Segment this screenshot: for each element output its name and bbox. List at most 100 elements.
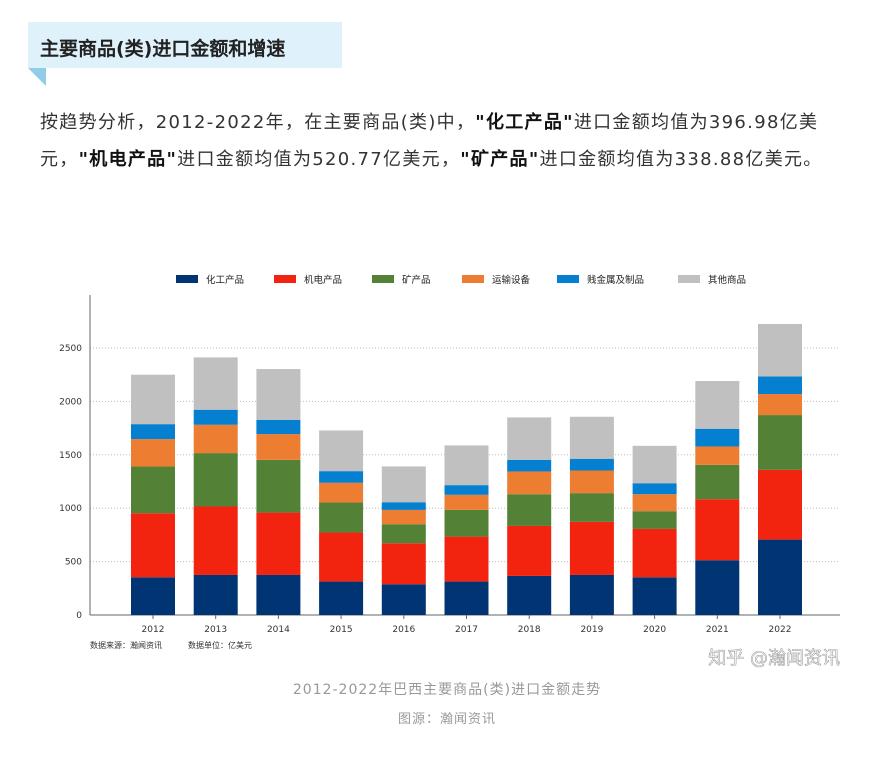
- bar-segment: [193, 424, 238, 454]
- bar-segment: [193, 574, 238, 615]
- bar-segment: [632, 511, 677, 529]
- bar-segment: [758, 469, 802, 540]
- bar-segment: [507, 525, 552, 576]
- legend-swatch: [372, 275, 394, 283]
- bar-segment: [193, 409, 238, 425]
- legend-label: 化工产品: [206, 274, 244, 286]
- bar-segment: [507, 417, 552, 460]
- bar-segment: [444, 509, 489, 537]
- bar-segment: [695, 499, 740, 561]
- bar-segment: [758, 415, 802, 470]
- keyword: "机电产品": [78, 149, 178, 170]
- bar-segment: [193, 357, 238, 410]
- y-tick-label: 500: [65, 558, 82, 568]
- bar-segment: [131, 424, 175, 440]
- x-tick-label: 2018: [518, 625, 541, 635]
- bar-segment: [695, 464, 740, 500]
- bar-segment: [695, 446, 740, 465]
- chart-caption: 2012-2022年巴西主要商品(类)进口金额走势: [292, 682, 602, 698]
- bar-segment: [381, 584, 426, 615]
- bar-segment: [569, 416, 614, 459]
- text: 进口金额均值为338.88亿美元。: [539, 149, 823, 170]
- bar-segment: [444, 485, 489, 495]
- image-credit: 图源：瀚闻资讯: [397, 712, 496, 727]
- bar-segment: [256, 512, 301, 575]
- bar-segment: [444, 581, 489, 615]
- bar-segment: [381, 466, 426, 503]
- legend-label: 矿产品: [402, 274, 431, 286]
- bar-segment: [381, 543, 426, 585]
- legend-swatch: [557, 275, 579, 283]
- bar-segment: [256, 434, 301, 460]
- text: 按趋势分析，2012-2022年，在主要商品(类)中，: [40, 112, 476, 133]
- bar-segment: [632, 528, 677, 578]
- x-tick-label: 2021: [706, 625, 729, 635]
- bar-segment: [131, 374, 175, 425]
- bar-segment: [381, 509, 426, 525]
- x-tick-label: 2013: [204, 625, 227, 635]
- y-tick-label: 2000: [59, 397, 82, 407]
- bar-segment: [507, 494, 552, 526]
- keyword: "化工产品": [475, 112, 574, 133]
- legend-label: 其他商品: [708, 274, 746, 286]
- y-tick-label: 1500: [59, 451, 82, 461]
- bar-segment: [193, 453, 238, 507]
- bar-segment: [507, 459, 552, 472]
- x-tick-label: 2012: [142, 625, 165, 635]
- bar-segment: [131, 466, 175, 514]
- heading-box: [28, 22, 342, 68]
- bar-segment: [131, 513, 175, 578]
- legend-label: 运输设备: [492, 274, 531, 286]
- bar-segment: [758, 376, 802, 395]
- bar-segment: [632, 483, 677, 495]
- bar-segment: [256, 574, 301, 615]
- bar-segment: [507, 575, 552, 615]
- bar-segment: [569, 458, 614, 471]
- bar-segment: [381, 502, 426, 510]
- bar-segment: [319, 502, 364, 533]
- bar-segment: [381, 524, 426, 544]
- bar-segment: [319, 581, 364, 615]
- bar-segment: [695, 428, 740, 447]
- x-tick-label: 2015: [330, 625, 353, 635]
- bar-segment: [193, 506, 238, 575]
- heading-decoration: [28, 68, 46, 86]
- y-tick-label: 0: [76, 611, 82, 621]
- bar-segment: [319, 471, 364, 483]
- bar-segment: [131, 577, 175, 615]
- bar-segment: [319, 430, 364, 472]
- y-tick-label: 1000: [59, 504, 82, 514]
- bar-segment: [444, 494, 489, 510]
- text: 进口金额均值为520.77亿美元，: [177, 149, 461, 170]
- legend-swatch: [176, 275, 198, 283]
- x-tick-label: 2022: [769, 625, 792, 635]
- bar-segment: [632, 577, 677, 615]
- x-tick-label: 2014: [267, 625, 290, 635]
- bar-segment: [695, 560, 740, 615]
- bar-segment: [632, 494, 677, 512]
- legend-swatch: [462, 275, 484, 283]
- bar-segment: [569, 574, 614, 615]
- stacked-bar-chart: 0 500 1000 1500 2000 2500 2012 2013 2014 2015 2016…: [59, 274, 840, 669]
- bar-segment: [569, 493, 614, 522]
- bar-segment: [256, 419, 301, 435]
- bar-segment: [569, 521, 614, 575]
- text: 进口金额均值为396.98亿美元，: [40, 112, 819, 170]
- bar-segment: [569, 470, 614, 494]
- bar-segment: [632, 445, 677, 484]
- legend-label: 机电产品: [304, 274, 342, 286]
- x-tick-label: 2019: [580, 625, 603, 635]
- bar-segment: [444, 536, 489, 582]
- legend-swatch: [274, 275, 296, 283]
- bar-segment: [758, 394, 802, 416]
- source-note: 数据来源：瀚闻资讯: [90, 640, 162, 650]
- x-tick-label: 2020: [643, 625, 666, 635]
- bar-segment: [319, 532, 364, 582]
- bar-segment: [758, 539, 802, 615]
- unit-note: 数据单位：亿美元: [188, 640, 252, 650]
- bar-segment: [319, 482, 364, 503]
- watermark: 知乎 @瀚闻资讯: [708, 648, 840, 669]
- bar-segment: [256, 369, 301, 420]
- bar-segment: [131, 439, 175, 467]
